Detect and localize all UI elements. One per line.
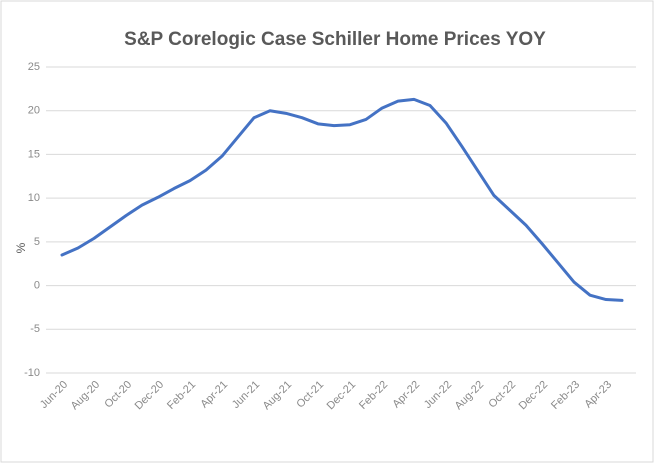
y-tick-label: -10 (24, 367, 40, 379)
line (60, 97, 624, 302)
chart-title: S&P Corelogic Case Schiller Home Prices … (124, 29, 546, 50)
y-tick-label: 15 (28, 148, 40, 160)
y-tick-label: 20 (28, 105, 40, 117)
y-axis-label: % (14, 242, 28, 253)
y-tick-label: 10 (28, 192, 40, 204)
y-tick-label: 5 (34, 236, 40, 248)
y-tick-label: -5 (30, 323, 40, 335)
y-tick-label: 25 (28, 61, 40, 73)
y-tick-label: 0 (34, 279, 40, 291)
